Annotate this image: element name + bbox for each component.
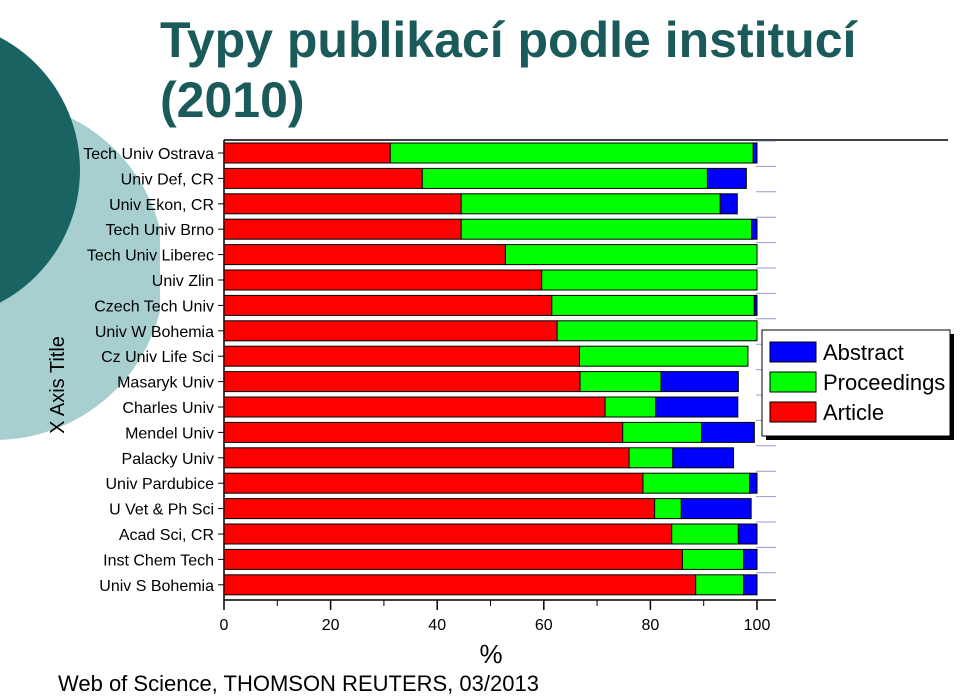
category-label: Univ Ekon, CR [109,197,214,214]
bar-article-segment [223,345,581,367]
bar-abstract-segment [655,396,739,418]
bar-proceedings-segment [628,447,674,469]
bar-abstract-segment [660,371,739,393]
bar-abstract-segment [752,142,758,164]
bar-article-segment [223,167,423,189]
bar-proceedings-segment [541,269,758,291]
bars-group [223,142,758,596]
category-label: Cz Univ Life Sci [101,349,214,366]
bar-abstract-segment [743,574,758,596]
dark-teal-circle-decoration [0,37,80,303]
bar-proceedings-segment [604,396,657,418]
category-labels: Tech Univ Ostrava Univ Def, CR Univ Ekon, … [83,146,214,595]
bar-article-segment [223,447,630,469]
legend-swatch-abstract [769,341,817,363]
category-label: Palacky Univ [122,451,214,468]
bar-proceedings-segment [460,193,721,215]
category-label: Masaryk Univ [117,375,214,392]
bar-proceedings-segment [579,371,662,393]
bar-article-segment [223,574,697,596]
category-label: Charles Univ [122,400,214,417]
bar-proceedings-segment [642,472,751,494]
bar-proceedings-segment [681,548,745,570]
bar-abstract-segment [672,447,735,469]
legend-label-article: Article [823,400,884,425]
bar-article-segment [223,320,558,342]
category-label: Mendel Univ [125,425,214,442]
category-label: Univ S Bohemia [99,578,214,595]
bar-article-segment [223,294,553,316]
legend-label-proceedings: Proceedings [823,370,945,395]
page-title: Typy publikací podle institucí (2010) [160,12,857,128]
bar-article-segment [223,548,683,570]
bar-proceedings-segment [551,294,755,316]
bar-abstract-segment [743,548,758,570]
x-axis: 0 20 40 60 80 100 [220,599,776,634]
bar-article-segment [223,371,581,393]
category-label: Univ Zlin [152,273,214,290]
bar-proceedings-segment [389,142,754,164]
bar-proceedings-segment [622,421,703,443]
bar-abstract-segment [706,167,747,189]
y-axis-title: X Axis Title [47,336,69,434]
chart-frame [218,139,948,600]
legend-label-abstract: Abstract [823,340,904,365]
bar-article-segment [223,498,656,520]
bar-proceedings-segment [421,167,708,189]
category-label: Tech Univ Liberec [87,248,214,265]
bar-abstract-segment [753,294,758,316]
bar-article-segment [223,421,624,443]
bar-article-segment [223,396,606,418]
x-axis-title: % [479,639,502,669]
category-label: U Vet & Ph Sci [109,502,214,519]
x-tick-label: 0 [220,617,229,634]
source-note: Web of Science, THOMSON REUTERS, 03/2013 [58,671,539,696]
category-label: Inst Chem Tech [103,552,214,569]
bar-abstract-segment [719,193,738,215]
bar-article-segment [223,244,506,266]
decorative-shapes [0,37,160,440]
bar-proceedings-segment [654,498,682,520]
bar-abstract-segment [680,498,752,520]
bar-article-segment [223,523,673,545]
chart-legend: Abstract Proceedings Article [761,329,954,440]
bar-proceedings-segment [460,218,753,240]
bar-proceedings-segment [556,320,758,342]
x-tick-label: 20 [322,617,340,634]
category-label: Univ Pardubice [106,476,215,493]
x-tick-label: 60 [535,617,553,634]
bar-article-segment [223,218,462,240]
category-label: Czech Tech Univ [94,298,214,315]
category-label: Univ Def, CR [121,171,214,188]
bar-abstract-segment [751,218,758,240]
bar-abstract-segment [701,421,755,443]
legend-swatch-proceedings [769,371,817,393]
bar-proceedings-segment [579,345,749,367]
x-tick-label: 40 [428,617,446,634]
bar-abstract-segment [737,523,758,545]
category-label: Acad Sci, CR [119,527,214,544]
bar-article-segment [223,269,543,291]
category-label: Univ W Bohemia [95,324,214,341]
x-tick-label: 100 [744,617,771,634]
legend-swatch-article [769,401,817,423]
bar-article-segment [223,472,644,494]
bar-proceedings-segment [504,244,758,266]
bar-article-segment [223,142,391,164]
category-label: Tech Univ Ostrava [83,146,214,163]
bar-proceedings-segment [695,574,745,596]
bar-article-segment [223,193,462,215]
bar-proceedings-segment [671,523,739,545]
bar-abstract-segment [749,472,758,494]
x-tick-label: 80 [642,617,660,634]
category-label: Tech Univ Brno [106,222,215,239]
